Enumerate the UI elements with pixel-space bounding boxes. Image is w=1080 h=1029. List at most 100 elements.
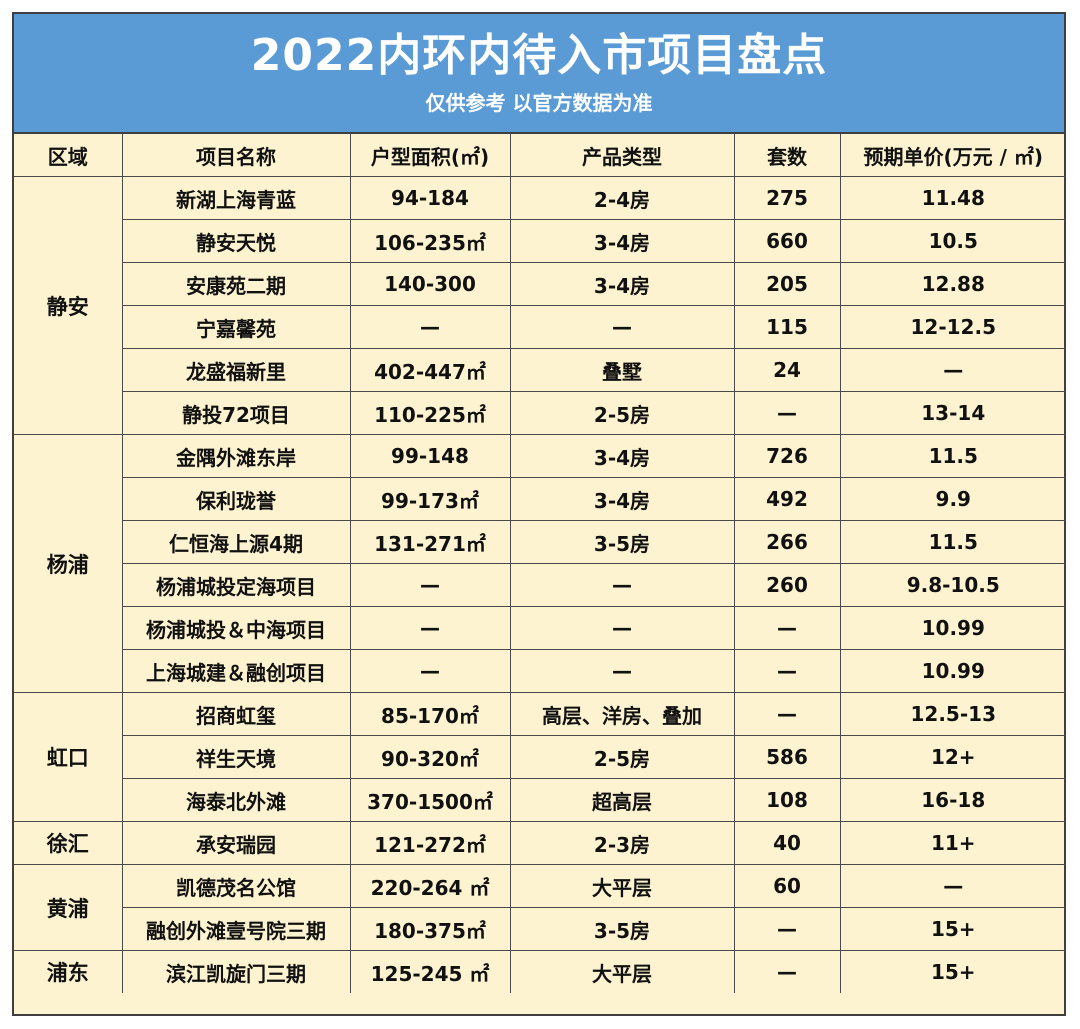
- project-name-cell: 安康苑二期: [122, 262, 351, 306]
- table-row: 安康苑二期 140-300 3-4房 205 12.88: [14, 262, 1066, 306]
- units-cell: 266: [733, 520, 841, 564]
- units-cell: 726: [733, 434, 841, 478]
- project-name-cell: 保利珑誉: [122, 477, 351, 521]
- area-cell: 370-1500㎡: [349, 778, 511, 822]
- price-cell: 9.9: [839, 477, 1066, 521]
- units-cell: —: [733, 692, 841, 736]
- project-name-cell: 静安天悦: [122, 219, 351, 263]
- price-cell: 12+: [839, 735, 1066, 779]
- product-type-cell: 3-5房: [509, 907, 735, 951]
- project-name-cell: 杨浦城投定海项目: [122, 563, 351, 607]
- area-cell: 85-170㎡: [349, 692, 511, 736]
- table-row: 保利珑誉 99-173㎡ 3-4房 492 9.9: [14, 477, 1066, 521]
- table-row: 杨浦城投＆中海项目 — — —10.99: [14, 606, 1066, 650]
- units-cell: —: [733, 649, 841, 693]
- units-cell: 492: [733, 477, 841, 521]
- product-type-cell: 超高层: [509, 778, 735, 822]
- area-cell: —: [349, 649, 511, 693]
- price-cell: 12.5-13: [839, 692, 1066, 736]
- area-cell: —: [349, 305, 511, 349]
- project-name-cell: 宁嘉馨苑: [122, 305, 351, 349]
- project-name-cell: 杨浦城投＆中海项目: [122, 606, 351, 650]
- table-row: 融创外滩壹号院三期 180-375㎡ 3-5房 —15+: [14, 907, 1066, 951]
- table-row: 虹口 招商虹玺 85-170㎡ 高层、洋房、叠加 —12.5-13: [14, 692, 1066, 822]
- col-header-units: 套数: [733, 134, 841, 177]
- project-name-cell: 静投72项目: [122, 391, 351, 435]
- table-row: 龙盛福新里 402-447㎡ 叠墅 24—: [14, 348, 1066, 392]
- price-cell: 10.99: [839, 606, 1066, 650]
- area-cell: 106-235㎡: [349, 219, 511, 263]
- project-name-cell: 融创外滩壹号院三期: [122, 907, 351, 951]
- area-cell: 121-272㎡: [349, 821, 511, 865]
- col-header-project-name: 项目名称: [121, 134, 351, 177]
- price-cell: 11.5: [839, 520, 1066, 564]
- product-type-cell: 2-5房: [509, 735, 735, 779]
- product-type-cell: 叠墅: [509, 348, 735, 392]
- district-cell: 浦东: [14, 950, 123, 993]
- units-cell: 660: [733, 219, 841, 263]
- units-cell: —: [733, 907, 841, 951]
- page-subtitle: 仅供参考 以官方数据为准: [425, 91, 653, 115]
- product-type-cell: 3-5房: [509, 520, 735, 564]
- project-name-cell: 招商虹玺: [121, 692, 351, 736]
- area-cell: 140-300: [349, 262, 511, 306]
- units-cell: —: [733, 606, 841, 650]
- product-type-cell: —: [509, 563, 735, 607]
- units-cell: —: [733, 391, 841, 435]
- area-cell: 99-173㎡: [349, 477, 511, 521]
- project-name-cell: 仁恒海上源4期: [122, 520, 351, 564]
- area-cell: 94-184: [349, 176, 511, 220]
- units-cell: 275: [733, 176, 841, 220]
- product-type-cell: 3-4房: [509, 477, 735, 521]
- product-type-cell: 3-4房: [509, 219, 735, 263]
- area-cell: 99-148: [349, 434, 511, 478]
- col-header-product-type: 产品类型: [509, 134, 735, 177]
- table-row: 杨浦 金隅外滩东岸 99-148 3-4房 726 11.5: [14, 434, 1066, 693]
- project-name-cell: 承安瑞园: [121, 821, 351, 865]
- price-cell: 11.48: [839, 176, 1066, 220]
- page-title: 2022内环内待入市项目盘点: [250, 30, 828, 81]
- data-sheet: 2022内环内待入市项目盘点 仅供参考 以官方数据为准 区域 项目名称 户型面积…: [12, 12, 1066, 1016]
- units-cell: 40: [733, 821, 841, 865]
- district-cell: 黄浦: [14, 864, 123, 951]
- product-type-cell: 2-4房: [509, 176, 735, 220]
- units-cell: 115: [733, 305, 841, 349]
- area-cell: 180-375㎡: [349, 907, 511, 951]
- project-name-cell: 滨江凯旋门三期: [121, 950, 351, 993]
- project-name-cell: 祥生天境: [122, 735, 351, 779]
- project-name-cell: 凯德茂名公馆: [121, 864, 351, 908]
- units-cell: 60: [733, 864, 841, 908]
- header-row: 区域 项目名称 户型面积(㎡) 产品类型 套数 预期单价(万元 / ㎡): [14, 134, 1066, 177]
- product-type-cell: 3-4房: [509, 262, 735, 306]
- units-cell: 24: [733, 348, 841, 392]
- price-cell: —: [839, 864, 1066, 908]
- price-cell: 10.5: [839, 219, 1066, 263]
- area-cell: 125-245 ㎡: [349, 950, 511, 993]
- table-body: 静安 新湖上海青蓝 94-184 2-4房 275 11.48 静安天悦 106-235㎡ 3-…: [14, 176, 1066, 993]
- units-cell: 205: [733, 262, 841, 306]
- district-cell: 虹口: [14, 692, 123, 822]
- product-type-cell: 大平层: [509, 950, 735, 993]
- project-name-cell: 新湖上海青蓝: [121, 176, 351, 220]
- table-row: 静投72项目 110-225㎡ 2-5房 —13-14: [14, 391, 1066, 435]
- table-row: 仁恒海上源4期 131-271㎡ 3-5房 266 11.5: [14, 520, 1066, 564]
- product-type-cell: 2-3房: [509, 821, 735, 865]
- units-cell: 108: [733, 778, 841, 822]
- area-cell: —: [349, 606, 511, 650]
- district-cell: 静安: [14, 176, 123, 435]
- units-cell: 260: [733, 563, 841, 607]
- table-row: 海泰北外滩 370-1500㎡ 超高层 108 16-18: [14, 778, 1066, 822]
- title-banner: 2022内环内待入市项目盘点 仅供参考 以官方数据为准: [14, 14, 1064, 134]
- price-cell: 11.5: [839, 434, 1066, 478]
- district-cell: 徐汇: [14, 821, 123, 865]
- price-cell: 13-14: [839, 391, 1066, 435]
- product-type-cell: 大平层: [509, 864, 735, 908]
- product-type-cell: 3-4房: [509, 434, 735, 478]
- units-cell: —: [733, 950, 841, 993]
- product-type-cell: 2-5房: [509, 391, 735, 435]
- table-row: 祥生天境 90-320㎡ 2-5房 586 12+: [14, 735, 1066, 779]
- area-cell: 131-271㎡: [349, 520, 511, 564]
- col-header-district: 区域: [14, 134, 123, 177]
- price-cell: 16-18: [839, 778, 1066, 822]
